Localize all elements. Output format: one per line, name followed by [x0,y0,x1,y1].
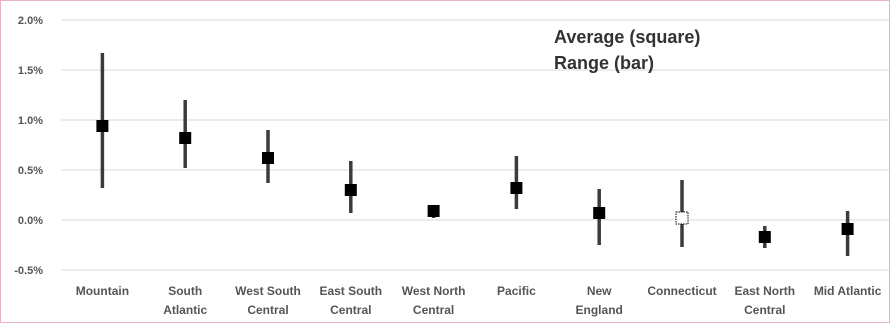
average-marker [427,205,440,217]
y-tick-label: 2.0% [18,15,43,27]
legend-average-label: Average (square) [554,27,700,47]
average-markers [96,120,854,243]
average-marker [262,152,274,164]
average-marker-highlight [675,211,689,225]
y-tick-label: 0.0% [18,215,43,227]
gridlines [61,19,889,271]
category-label: Central [330,303,371,317]
category-label: East North [734,284,795,298]
category-label: England [576,303,623,317]
category-label: Atlantic [163,303,207,317]
category-labels: Mountain South Atlantic West South Central Ea… [76,284,882,317]
category-label: West North [402,284,466,298]
category-label: Mountain [76,284,129,298]
y-tick-label: 1.5% [18,65,43,77]
category-label: Connecticut [647,284,716,298]
average-marker [179,132,192,144]
category-label: Mid Atlantic [814,284,882,298]
y-tick-label: 0.5% [18,165,43,177]
category-label: West South [235,284,301,298]
category-label: Central [413,303,454,317]
category-label: Pacific [497,284,536,298]
average-marker [344,184,357,196]
category-label: Central [247,303,288,317]
y-tick-label: 1.0% [18,115,43,127]
average-marker [510,182,523,194]
category-label: New [587,284,612,298]
average-marker [841,223,854,235]
category-label: East South [319,284,382,298]
y-tick-label: -0.5% [14,265,43,277]
average-marker [96,120,109,132]
category-label: Central [744,303,785,317]
legend: Average (square) Range (bar) [554,27,700,73]
average-marker [758,231,771,243]
category-label: South [168,284,202,298]
legend-range-label: Range (bar) [554,53,654,73]
average-marker [593,207,606,219]
y-axis-ticks: 2.0% 1.5% 1.0% 0.5% 0.0% -0.5% [14,15,43,277]
range-bars [100,53,850,256]
